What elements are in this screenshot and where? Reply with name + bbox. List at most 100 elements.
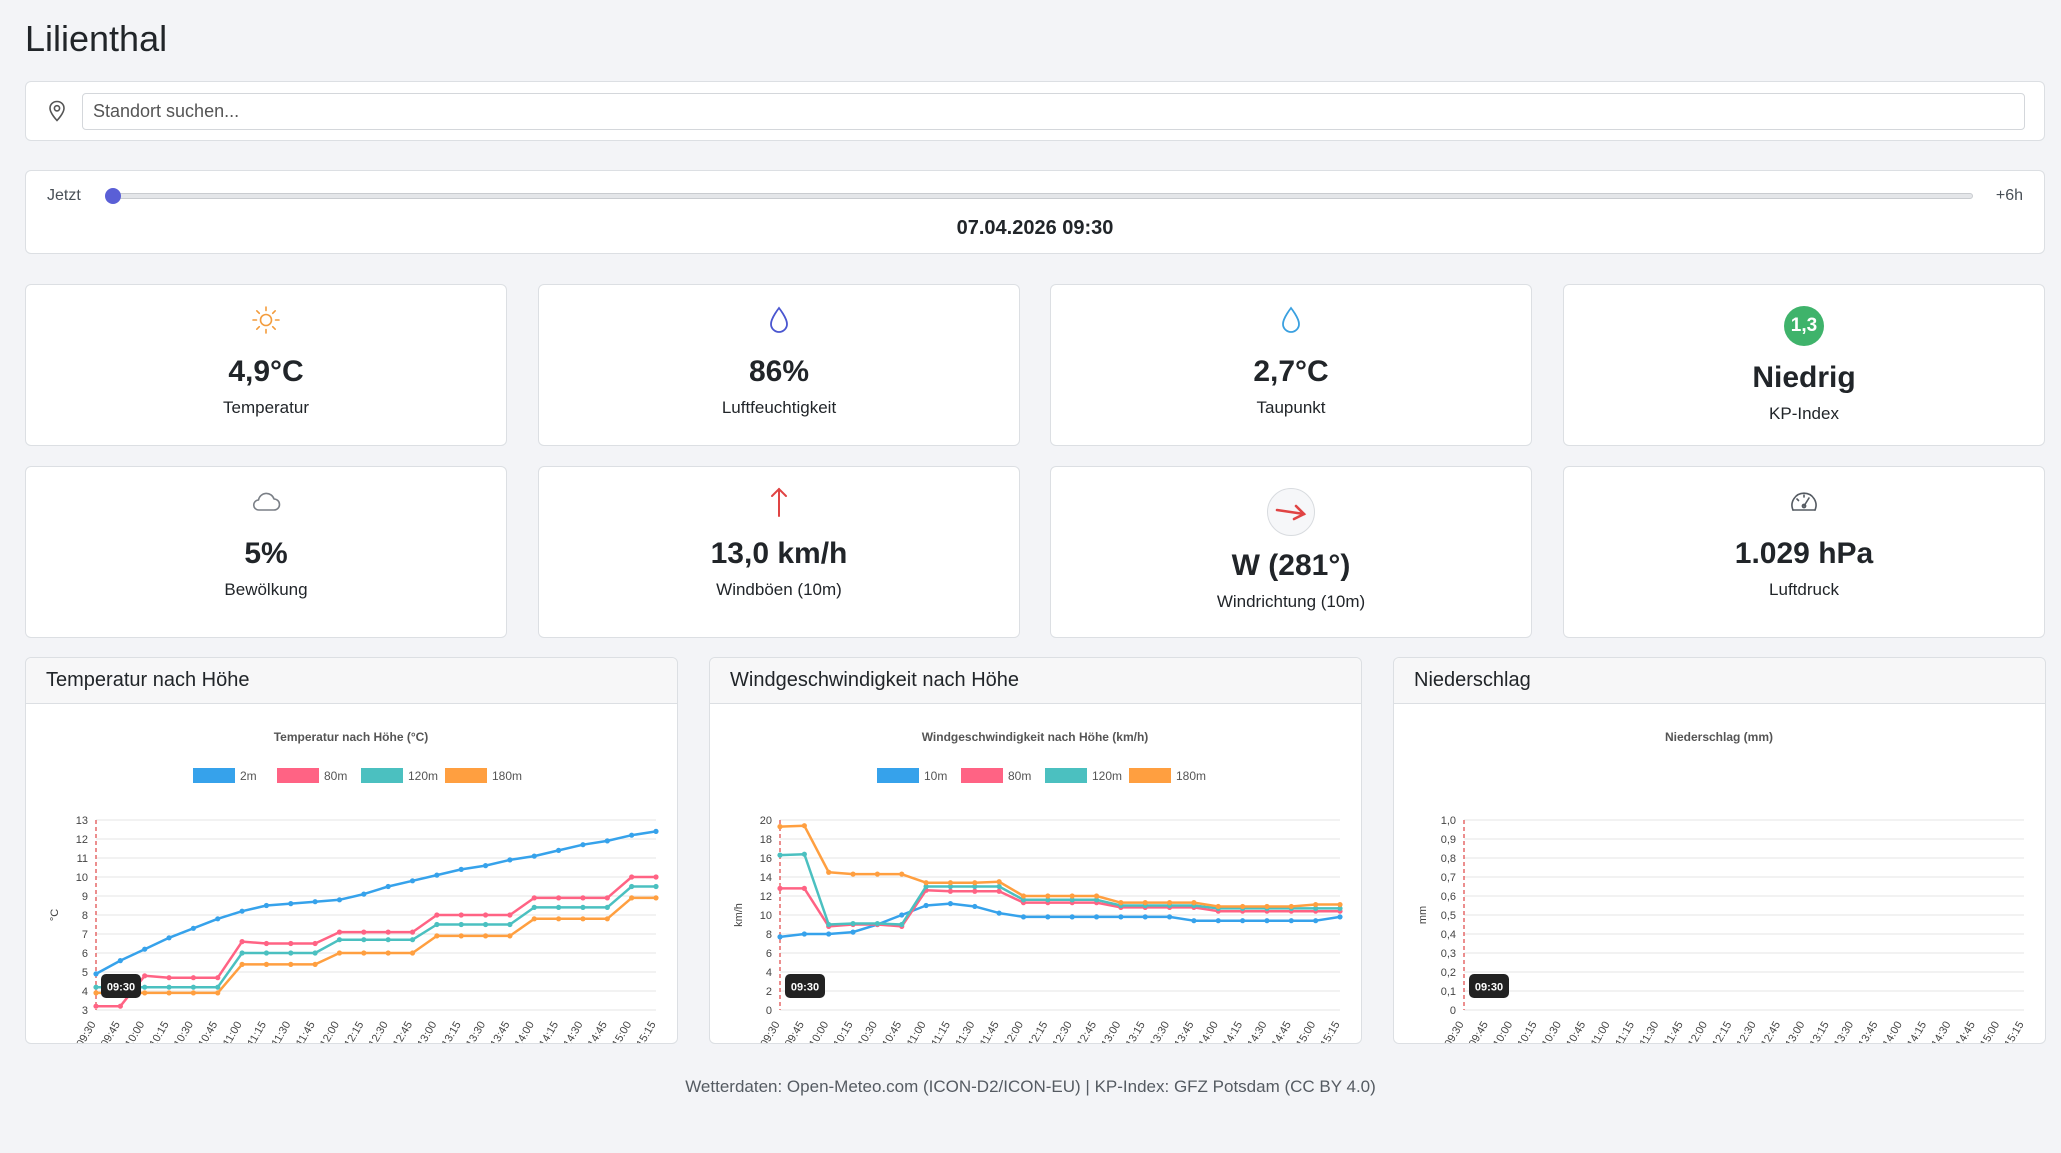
- x-tick-label: 09:45: [783, 1020, 807, 1044]
- data-point: [1142, 914, 1148, 920]
- x-tick-label: 11:00: [221, 1020, 245, 1044]
- y-tick-label: 12: [760, 891, 772, 903]
- data-point: [239, 939, 245, 945]
- data-point: [580, 895, 586, 901]
- data-point: [923, 880, 929, 886]
- y-tick-label: 12: [76, 834, 88, 846]
- search-card: [25, 81, 2045, 141]
- data-point: [947, 883, 954, 890]
- x-tick-label: 12:30: [1735, 1020, 1759, 1044]
- data-point: [215, 916, 221, 922]
- x-tick-label: 12:45: [1759, 1020, 1783, 1044]
- time-marker-badge: [785, 974, 825, 998]
- y-tick-label: 10: [760, 910, 772, 922]
- x-tick-label: 09:45: [1467, 1020, 1491, 1044]
- x-tick-label: 13:15: [1124, 1020, 1148, 1044]
- temperature-value: 4,9°C: [228, 355, 304, 388]
- y-tick-label: 14: [760, 872, 772, 884]
- x-tick-label: 14:30: [561, 1020, 585, 1044]
- y-tick-label: 7: [82, 929, 88, 941]
- data-point: [336, 897, 343, 903]
- x-tick-label: 15:00: [1978, 1020, 2002, 1044]
- data-point: [166, 975, 172, 981]
- legend-swatch: [877, 768, 919, 783]
- data-point: [312, 950, 318, 956]
- x-tick-label: 13:00: [1783, 1020, 1807, 1044]
- data-point: [777, 934, 783, 940]
- data-point: [1118, 914, 1124, 920]
- data-point: [604, 895, 610, 901]
- map-pin-icon: [48, 100, 66, 127]
- data-point: [996, 879, 1002, 885]
- location-title: Lilienthal: [25, 18, 168, 59]
- x-tick-label: 14:45: [586, 1020, 610, 1044]
- y-tick-label: 9: [82, 891, 88, 903]
- clouds-value: 5%: [244, 537, 288, 570]
- x-tick-label: 12:00: [1002, 1020, 1026, 1044]
- data-point: [531, 895, 537, 901]
- data-point: [996, 888, 1002, 894]
- legend-swatch: [961, 768, 1003, 783]
- data-point: [556, 904, 562, 910]
- legend-label: 2m: [240, 769, 257, 783]
- data-point: [385, 929, 391, 935]
- data-point: [1240, 918, 1246, 924]
- y-tick-label: 0: [1450, 1005, 1456, 1017]
- data-point: [409, 929, 416, 935]
- data-point: [801, 885, 807, 891]
- data-point: [1093, 914, 1100, 920]
- temperature-chart-card: Temperatur nach Höhe Temperatur nach Höh…: [25, 657, 678, 1044]
- arrow-up-icon: [539, 485, 1019, 519]
- y-tick-label: 6: [82, 948, 88, 960]
- data-point: [409, 937, 416, 943]
- x-tick-label: 13:15: [1808, 1020, 1832, 1044]
- data-point: [1337, 905, 1343, 911]
- x-tick-label: 10:30: [172, 1020, 196, 1044]
- y-axis-label: mm: [1417, 906, 1429, 924]
- time-slider-thumb[interactable]: [105, 188, 121, 204]
- y-tick-label: 1,0: [1441, 815, 1456, 827]
- search-input[interactable]: [82, 93, 2025, 130]
- time-slider-track[interactable]: [111, 193, 1973, 199]
- data-point: [1288, 903, 1294, 910]
- data-point: [190, 925, 196, 931]
- legend-swatch: [1045, 768, 1087, 783]
- data-point: [312, 961, 318, 967]
- data-point: [1093, 893, 1100, 899]
- data-point: [850, 929, 856, 935]
- data-point: [972, 888, 978, 894]
- y-tick-label: 0,8: [1441, 853, 1456, 865]
- data-point: [409, 950, 416, 956]
- data-point: [166, 990, 172, 996]
- data-point: [93, 990, 99, 996]
- x-tick-label: 11:30: [954, 1020, 978, 1044]
- x-tick-label: 11:45: [294, 1020, 318, 1044]
- series-line: [779, 824, 1340, 908]
- data-point: [1337, 914, 1343, 920]
- data-point: [1264, 918, 1270, 924]
- data-point: [826, 921, 832, 928]
- x-tick-label: 10:15: [831, 1020, 855, 1044]
- data-point: [507, 921, 513, 928]
- data-point: [923, 883, 929, 890]
- x-tick-label: 11:15: [245, 1020, 269, 1044]
- data-point: [409, 878, 416, 884]
- data-point: [947, 888, 954, 894]
- y-tick-label: 4: [766, 967, 772, 979]
- y-tick-label: 11: [77, 853, 88, 865]
- series-line: [96, 875, 656, 1008]
- data-point: [604, 838, 610, 844]
- x-tick-label: 11:15: [929, 1020, 953, 1044]
- data-point: [604, 904, 610, 910]
- data-point: [190, 975, 196, 981]
- data-point: [93, 1003, 99, 1009]
- legend-label: 180m: [492, 769, 522, 783]
- series-line: [779, 902, 1341, 939]
- x-tick-label: 11:15: [1613, 1020, 1637, 1044]
- data-point: [142, 946, 148, 952]
- wind-direction-label: Windrichtung (10m): [1216, 592, 1366, 611]
- data-point: [239, 961, 245, 967]
- y-tick-label: 0,2: [1441, 967, 1456, 979]
- data-point: [361, 891, 367, 897]
- data-point: [215, 984, 221, 990]
